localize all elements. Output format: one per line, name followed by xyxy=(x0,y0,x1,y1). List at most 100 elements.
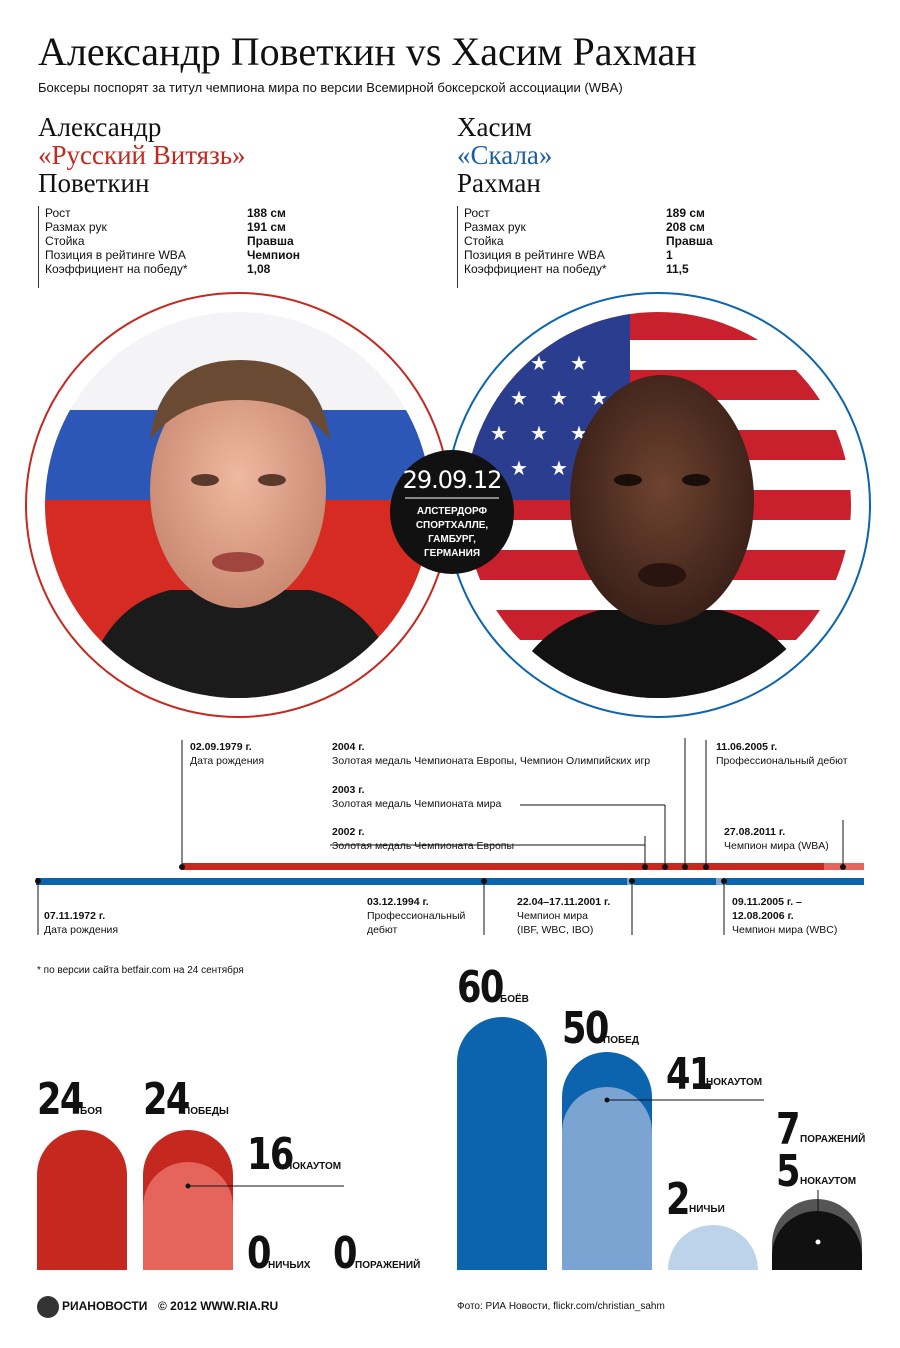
ko-bar xyxy=(562,1087,652,1270)
rahman-career-bar xyxy=(36,878,864,885)
rahman-bouts-number: 60 xyxy=(457,962,504,1013)
rahman-wins-label: ПОБЕД xyxy=(603,1035,639,1046)
event-desc: Профессиональный xyxy=(367,910,466,922)
rahman-ko-number: 41 xyxy=(666,1049,713,1100)
event-date: 11.06.2005 г. xyxy=(716,741,778,753)
povetkin-draws-number: 0 xyxy=(247,1228,271,1279)
timeline-event: 2004 г. Золотая медаль Чемпионата Европы,… xyxy=(332,740,650,768)
rahman-draws-label: НИЧЬИ xyxy=(689,1204,725,1215)
event-date: 27.08.2011 г. xyxy=(724,826,786,838)
stat-row: Рост 189 см xyxy=(464,206,764,220)
event-date: 09.11.2005 г. – xyxy=(732,896,802,908)
event-desc: Дата рождения xyxy=(44,924,119,936)
povetkin-losses-label: ПОРАЖЕНИЙ xyxy=(355,1260,421,1271)
rahman-bouts-label: БОЁВ xyxy=(500,994,529,1005)
event-desc: Золотая медаль Чемпионата мира xyxy=(332,798,502,810)
timeline-event: 09.11.2005 г. – 12.08.2006 г. Чемпион мира… xyxy=(732,895,837,937)
timeline-event: 11.06.2005 г. Профессиональный дебют xyxy=(716,740,848,768)
draws-bar xyxy=(668,1225,758,1270)
svg-text:★: ★ xyxy=(550,386,568,410)
timeline-event: 22.04–17.11.2001 г. Чемпион мира (IBF, WBC… xyxy=(517,895,610,937)
event-desc: Чемпион мира (WBC) xyxy=(732,924,838,936)
copyright: © 2012 WWW.RIA.RU xyxy=(158,1299,279,1313)
svg-text:★: ★ xyxy=(510,456,528,480)
stat-label: Размах рук xyxy=(45,220,107,234)
povetkin-losses-number: 0 xyxy=(333,1228,357,1279)
event-desc: Золотая медаль Чемпионата Европы, Чемпио… xyxy=(332,755,651,767)
stat-row: Позиция в рейтинге WBA Чемпион xyxy=(45,248,345,262)
stat-row: Стойка Правша xyxy=(45,234,345,248)
event-venue: АЛСТЕРДОРФ СПОРТХАЛЛЕ, ГАМБУРГ, ГЕРМАНИЯ xyxy=(390,505,514,561)
venue-line: СПОРТХАЛЛЕ, xyxy=(415,520,489,531)
stat-label: Размах рук xyxy=(464,220,526,234)
timeline-event: 2003 г. Золотая медаль Чемпионата мира xyxy=(332,783,501,811)
stat-value: 208 см xyxy=(666,220,705,234)
povetkin-ko-label: НОКАУТОМ xyxy=(285,1161,342,1172)
fighter2-nickname: «Скала» xyxy=(457,140,553,170)
venue-line: ГЕРМАНИЯ xyxy=(423,548,481,559)
fighter1-nickname: «Русский Витязь» xyxy=(38,140,246,170)
rahman-photo: ★ ★ ★ ★ ★ ★ ★ ★ ★ ★ ★ xyxy=(465,312,851,698)
stat-value: 11,5 xyxy=(666,262,689,276)
svg-text:★: ★ xyxy=(530,351,548,375)
stat-value: 188 см xyxy=(247,206,286,220)
stat-value: 1 xyxy=(666,248,673,262)
fighter2-stats: Рост 189 см Размах рук 208 см Стойка Правша… xyxy=(457,206,764,288)
stat-label: Позиция в рейтинге WBA xyxy=(45,248,186,262)
ria-logo-icon xyxy=(37,1296,59,1318)
rahman-losses-number: 7 xyxy=(776,1104,800,1155)
fighter2-last-name: Рахман xyxy=(457,168,541,198)
rahman-ko-label: НОКАУТОМ xyxy=(706,1077,763,1088)
povetkin-photo xyxy=(45,312,431,698)
svg-text:★: ★ xyxy=(490,421,508,445)
event-date: 2004 г. xyxy=(332,741,365,753)
footnote: * по версии сайта betfair.com на 24 сент… xyxy=(37,965,244,976)
stat-value: Чемпион xyxy=(247,248,301,262)
rahman-losses-label: ПОРАЖЕНИЙ xyxy=(800,1134,866,1145)
event-date: 03.12.1994 г. xyxy=(367,896,429,908)
timeline-event: 02.09.1979 г. Дата рождения xyxy=(190,740,264,768)
stat-value: Правша xyxy=(666,234,713,248)
stat-row: Размах рук 208 см xyxy=(464,220,764,234)
stat-row: Коэффициент на победу* 1,08 xyxy=(45,262,345,276)
povetkin-bouts-label: БОЯ xyxy=(80,1106,103,1117)
event-date: 22.04–17.11.2001 г. xyxy=(517,896,611,908)
rahman-lko-number: 5 xyxy=(776,1146,800,1197)
event-desc: Золотая медаль Чемпионата Европы xyxy=(332,840,515,852)
povetkin-career-bar xyxy=(182,863,824,870)
stat-value: Правша xyxy=(247,234,294,248)
portraits-graphic: ★ ★ ★ ★ ★ ★ ★ ★ ★ ★ ★ xyxy=(25,292,871,718)
stat-row: Размах рук 191 см xyxy=(45,220,345,234)
event-desc: дебют xyxy=(367,924,398,936)
stat-label: Позиция в рейтинге WBA xyxy=(464,248,605,262)
povetkin-bouts-number: 24 xyxy=(37,1074,84,1125)
timeline xyxy=(35,738,864,935)
svg-text:★: ★ xyxy=(510,386,528,410)
bouts-bar xyxy=(37,1130,127,1270)
stat-label: Стойка xyxy=(45,234,85,248)
venue-line: ГАМБУРГ, xyxy=(428,534,476,545)
timeline-event: 2002 г. Золотая медаль Чемпионата Европы xyxy=(332,825,514,853)
event-desc: (IBF, WBC, IBO) xyxy=(517,924,594,936)
rahman-champion-segment xyxy=(716,878,726,885)
event-desc: Дата рождения xyxy=(190,755,265,767)
event-badge xyxy=(390,450,514,574)
page-subtitle: Боксеры поспорят за титул чемпиона мира … xyxy=(38,80,623,95)
stat-label: Коэффициент на победу* xyxy=(45,262,188,276)
fighter1-first-name: Александр xyxy=(38,112,162,142)
event-date: 02.09.1979 г. xyxy=(190,741,252,753)
fighter2-first-name: Хасим xyxy=(457,112,533,142)
stat-value: 191 см xyxy=(247,220,286,234)
event-desc: Профессиональный дебют xyxy=(716,755,848,767)
stat-row: Рост 188 см xyxy=(45,206,345,220)
povetkin-record-chart xyxy=(37,1130,344,1270)
stat-label: Рост xyxy=(45,206,71,220)
povetkin-wins-label: ПОБЕДЫ xyxy=(183,1106,229,1117)
rahman-lko-label: НОКАУТОМ xyxy=(800,1176,857,1187)
ko-bar xyxy=(143,1162,233,1270)
stat-row: Стойка Правша xyxy=(464,234,764,248)
stat-row: Коэффициент на победу* 11,5 xyxy=(464,262,764,276)
stat-row: Позиция в рейтинге WBA 1 xyxy=(464,248,764,262)
timeline-event: 27.08.2011 г. Чемпион мира (WBA) xyxy=(724,825,829,853)
fighter1-last-name: Поветкин xyxy=(38,168,150,198)
